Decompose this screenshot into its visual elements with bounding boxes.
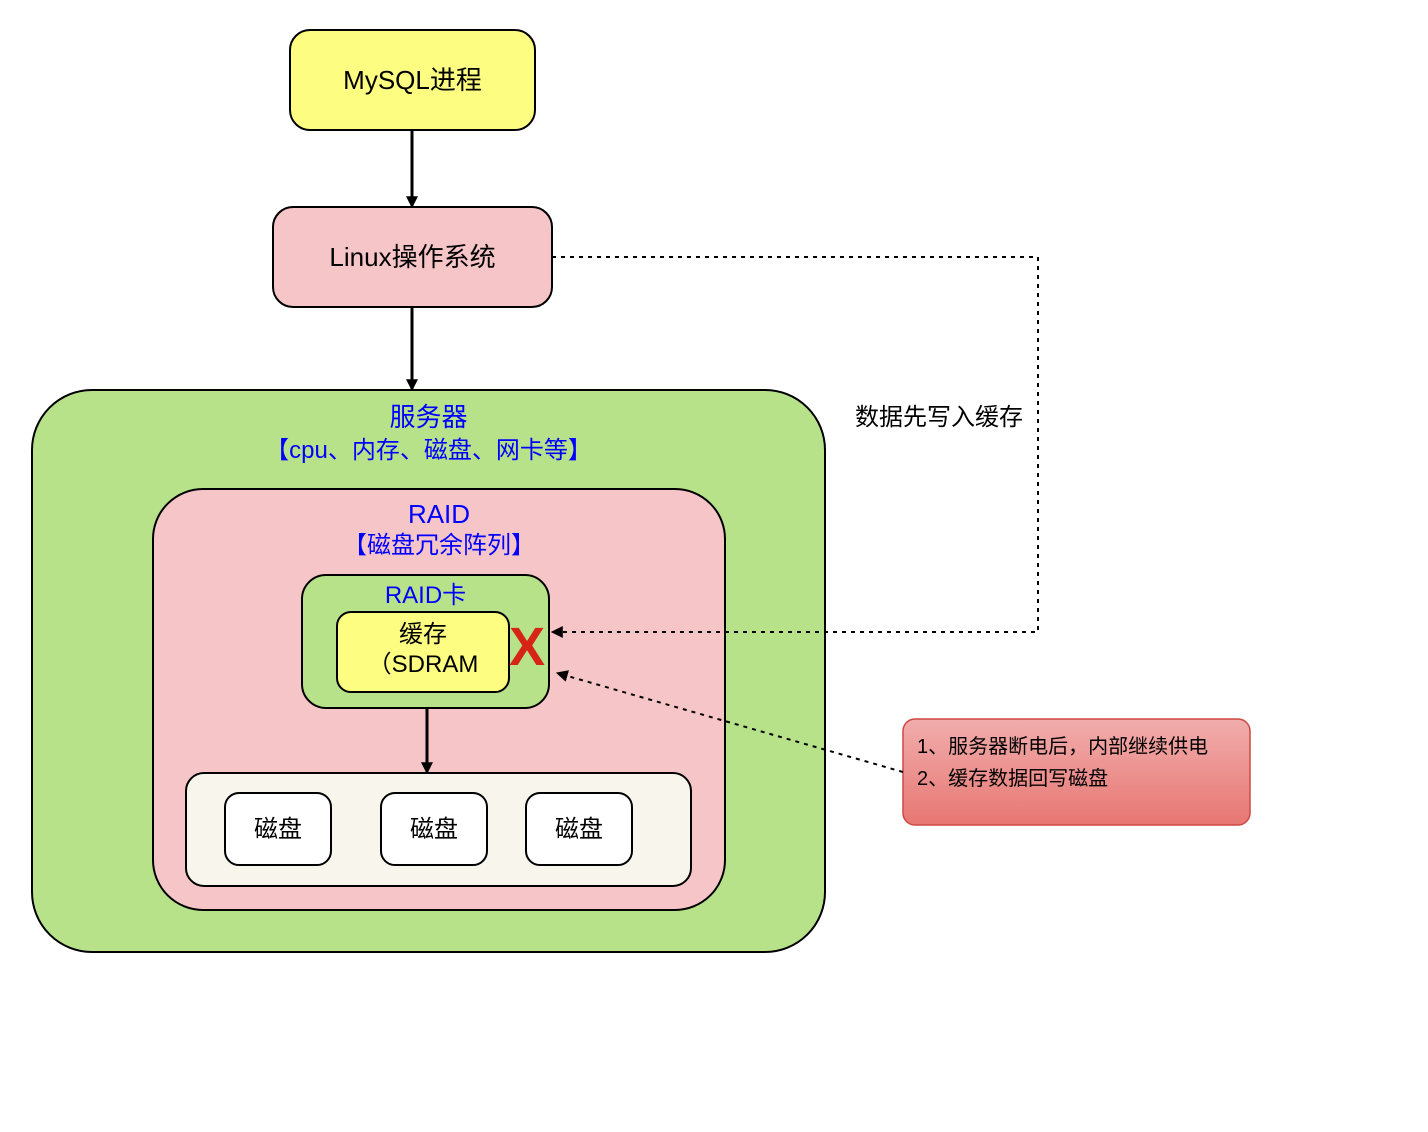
annotation-line-1: 1、服务器断电后，内部继续供电 — [917, 735, 1208, 758]
linux-label: Linux操作系统 — [329, 242, 495, 272]
raid-title: RAID — [408, 499, 470, 529]
server-subtitle: 【cpu、内存、磁盘、网卡等】 — [265, 437, 592, 464]
cache-label-2: （SDRAM — [368, 651, 479, 678]
mysql-label: MySQL进程 — [343, 65, 482, 95]
raid-subtitle: 【磁盘冗余阵列】 — [343, 532, 535, 559]
disk-label-2: 磁盘 — [555, 816, 603, 843]
annotation-line-2: 2、缓存数据回写磁盘 — [917, 767, 1108, 790]
server-title: 服务器 — [389, 402, 467, 432]
raid-card-title: RAID卡 — [385, 582, 466, 609]
annotation-cache-label: 数据先写入缓存 — [855, 404, 1023, 431]
x-mark-icon: X — [509, 617, 545, 677]
disk-label-1: 磁盘 — [410, 816, 458, 843]
disk-label-0: 磁盘 — [254, 816, 302, 843]
cache-label-1: 缓存 — [399, 621, 447, 648]
